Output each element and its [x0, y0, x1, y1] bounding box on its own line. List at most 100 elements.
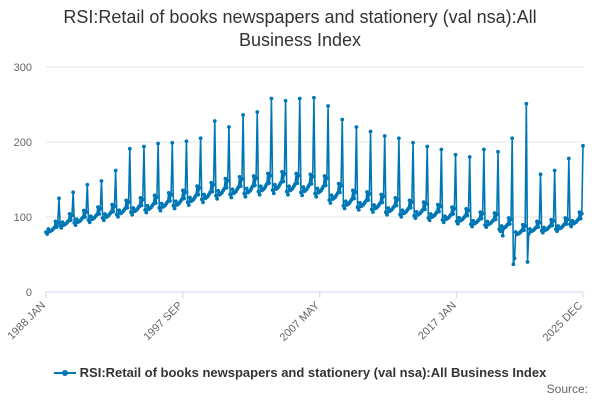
- data-point[interactable]: [385, 212, 389, 217]
- data-point[interactable]: [493, 217, 498, 222]
- data-point[interactable]: [229, 195, 234, 200]
- data-point[interactable]: [564, 222, 569, 226]
- data-point[interactable]: [409, 200, 414, 204]
- data-point[interactable]: [368, 129, 373, 134]
- data-point[interactable]: [168, 198, 172, 203]
- data-point[interactable]: [358, 200, 362, 205]
- data-point[interactable]: [512, 256, 517, 261]
- data-point[interactable]: [270, 188, 275, 193]
- data-point[interactable]: [101, 218, 106, 223]
- data-point[interactable]: [479, 216, 484, 221]
- data-point[interactable]: [97, 212, 102, 216]
- data-point[interactable]: [579, 211, 584, 216]
- data-point[interactable]: [314, 194, 319, 199]
- data-point[interactable]: [214, 193, 218, 198]
- data-point[interactable]: [196, 192, 201, 197]
- data-point[interactable]: [339, 183, 343, 188]
- data-point[interactable]: [241, 113, 246, 117]
- data-point[interactable]: [451, 212, 456, 216]
- data-point[interactable]: [140, 197, 145, 202]
- data-point[interactable]: [73, 223, 78, 227]
- data-point[interactable]: [399, 214, 404, 219]
- data-point[interactable]: [202, 192, 207, 197]
- data-point[interactable]: [581, 143, 585, 148]
- data-point[interactable]: [169, 192, 174, 197]
- data-point[interactable]: [413, 216, 418, 221]
- data-point[interactable]: [498, 229, 503, 234]
- data-point[interactable]: [427, 218, 432, 223]
- data-point[interactable]: [183, 190, 188, 195]
- data-point[interactable]: [230, 187, 235, 192]
- data-point[interactable]: [125, 205, 130, 210]
- data-point[interactable]: [414, 209, 419, 214]
- data-point[interactable]: [243, 194, 248, 199]
- data-point[interactable]: [400, 208, 405, 213]
- data-point[interactable]: [526, 232, 531, 236]
- data-point[interactable]: [103, 212, 107, 216]
- data-point[interactable]: [257, 192, 262, 197]
- data-point[interactable]: [228, 192, 233, 197]
- data-point[interactable]: [428, 212, 433, 216]
- data-point[interactable]: [408, 205, 413, 210]
- data-point[interactable]: [509, 217, 513, 222]
- data-point[interactable]: [367, 191, 372, 196]
- data-point[interactable]: [130, 212, 135, 217]
- data-point[interactable]: [116, 214, 120, 219]
- data-point[interactable]: [380, 200, 385, 205]
- data-point[interactable]: [284, 189, 289, 194]
- data-point[interactable]: [188, 195, 192, 200]
- data-point[interactable]: [395, 197, 400, 202]
- data-point[interactable]: [287, 184, 292, 189]
- data-point[interactable]: [54, 225, 59, 230]
- data-point[interactable]: [313, 191, 317, 196]
- data-point[interactable]: [258, 184, 263, 189]
- data-point[interactable]: [57, 196, 61, 201]
- data-point[interactable]: [267, 181, 271, 185]
- data-point[interactable]: [145, 203, 150, 208]
- data-point[interactable]: [342, 206, 347, 211]
- data-point[interactable]: [524, 101, 529, 106]
- data-point[interactable]: [329, 193, 334, 198]
- data-point[interactable]: [372, 203, 376, 207]
- data-point[interactable]: [184, 139, 189, 144]
- data-point[interactable]: [45, 232, 50, 236]
- data-point[interactable]: [540, 230, 545, 235]
- data-point[interactable]: [112, 204, 117, 209]
- data-point[interactable]: [566, 156, 571, 161]
- data-point[interactable]: [144, 210, 149, 215]
- data-point[interactable]: [382, 134, 387, 138]
- data-point[interactable]: [452, 206, 457, 211]
- data-point[interactable]: [538, 172, 543, 177]
- data-point[interactable]: [496, 149, 500, 154]
- data-point[interactable]: [224, 185, 229, 190]
- data-point[interactable]: [523, 224, 528, 228]
- data-point[interactable]: [253, 183, 257, 188]
- data-point[interactable]: [256, 189, 261, 194]
- data-point[interactable]: [470, 224, 474, 229]
- data-point[interactable]: [467, 155, 472, 159]
- series-line[interactable]: [45, 96, 584, 266]
- data-point[interactable]: [68, 218, 73, 223]
- data-point[interactable]: [295, 181, 300, 185]
- data-point[interactable]: [511, 262, 516, 267]
- data-point[interactable]: [159, 201, 164, 206]
- data-point[interactable]: [310, 174, 315, 179]
- data-point[interactable]: [438, 204, 443, 209]
- data-point[interactable]: [422, 207, 427, 212]
- data-point[interactable]: [300, 193, 305, 198]
- data-point[interactable]: [481, 147, 486, 152]
- data-point[interactable]: [424, 201, 428, 206]
- data-point[interactable]: [340, 117, 345, 122]
- data-point[interactable]: [394, 203, 399, 208]
- data-point[interactable]: [282, 172, 287, 176]
- data-point[interactable]: [309, 181, 314, 186]
- data-point[interactable]: [525, 260, 530, 264]
- data-point[interactable]: [142, 144, 146, 149]
- data-point[interactable]: [111, 209, 116, 214]
- data-point[interactable]: [550, 223, 555, 228]
- data-point[interactable]: [88, 214, 93, 219]
- data-point[interactable]: [170, 140, 175, 145]
- legend[interactable]: RSI:Retail of books newspapers and stati…: [0, 365, 600, 380]
- data-point[interactable]: [113, 168, 118, 173]
- data-point[interactable]: [366, 198, 371, 202]
